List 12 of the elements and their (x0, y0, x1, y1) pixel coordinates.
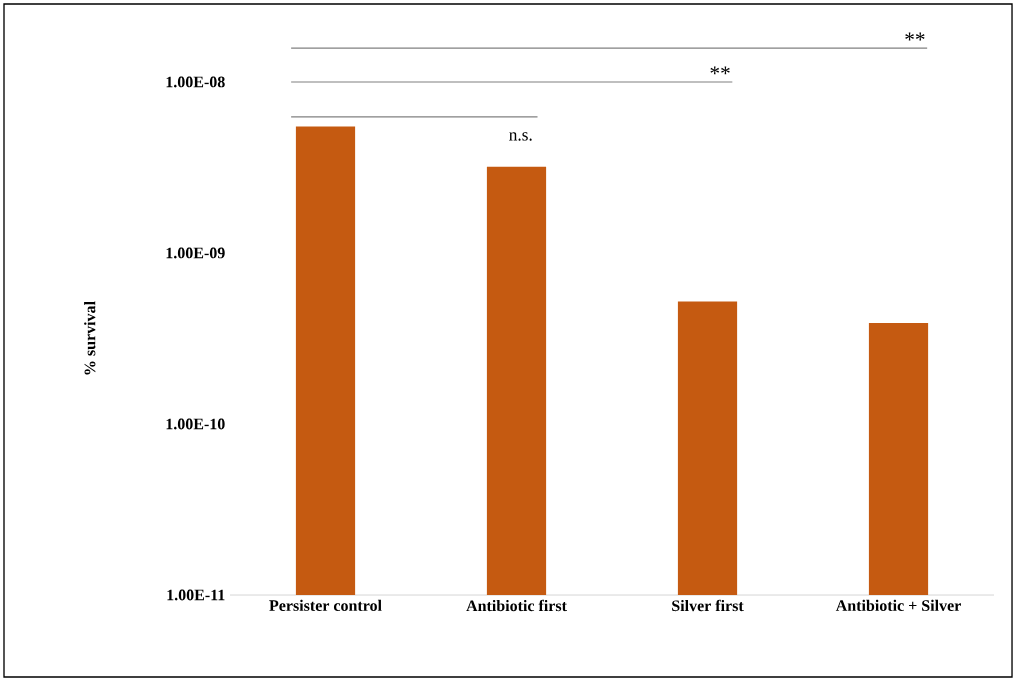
annotation: n.s. (509, 132, 532, 141)
y-axis-title: % survival (84, 301, 96, 375)
text: ** (905, 32, 925, 41)
y-tick-label: 1.00E-10 (166, 418, 225, 430)
x-tick-label: Silver first (672, 599, 744, 612)
y-tick-label: 1.00E-08 (166, 76, 225, 88)
y-tick-label: 1.00E-11 (167, 589, 225, 601)
x-tick-label: Persister control (269, 599, 382, 611)
x-tick-label: Antibiotic + Silver (835, 599, 961, 611)
y-tick-label: 1.00E-09 (166, 247, 225, 259)
x-tick-label: Antibiotic first (466, 599, 567, 612)
text: ** (710, 66, 730, 75)
